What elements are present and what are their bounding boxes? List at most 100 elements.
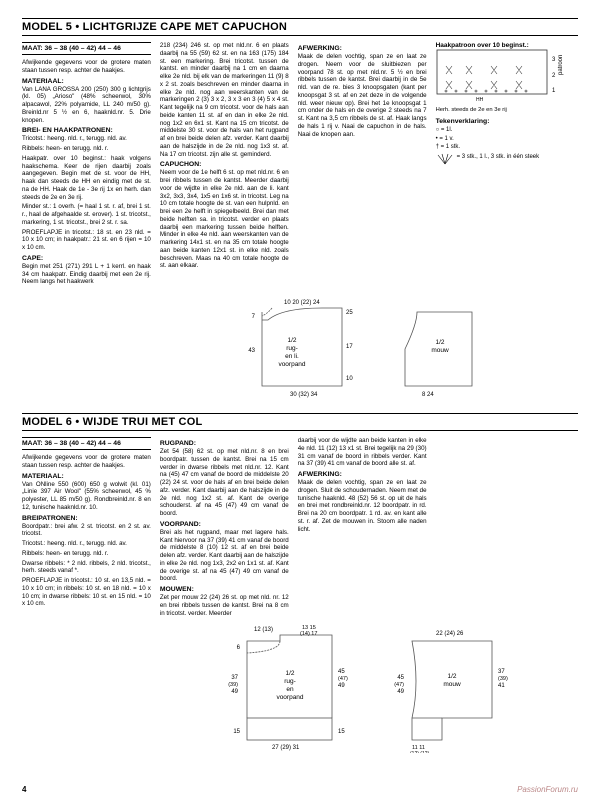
fan-stitch-icon: [436, 153, 454, 165]
afwerking-text: Maak de delen vochtig, span ze en laat z…: [298, 479, 427, 533]
svg-text:3: 3: [552, 57, 556, 63]
svg-text:45: 45: [397, 675, 404, 681]
rule: [22, 18, 578, 19]
model6-columns: MAAT: 36 – 38 (40 – 42) 44 – 46 Afwijken…: [22, 437, 578, 619]
svg-text:49: 49: [231, 689, 238, 695]
schematic-svg: 1/2rug-en li.voorpand 10 20 (22) 24 7 43…: [22, 294, 578, 399]
svg-text:(39): (39): [498, 676, 508, 682]
legend-item: • = 1 v.: [436, 135, 578, 143]
svg-text:41: 41: [498, 683, 505, 689]
heading-brei: BREIPATRONEN:: [22, 515, 151, 522]
svg-text:1/2rug-envoorpand: 1/2rug-envoorpand: [276, 670, 303, 701]
footer-url: PassionForum.ru: [517, 785, 578, 794]
model6-section: MODEL 6 • WIJDE TRUI MET COL MAAT: 36 – …: [22, 413, 578, 753]
legend-item: † = 1 stk.: [436, 143, 578, 151]
svg-text:(47): (47): [338, 676, 348, 682]
svg-text:25: 25: [346, 310, 353, 316]
model6-schematics: 1/2rug-envoorpand 12 (13) 13 15 (14) 17 …: [22, 623, 578, 753]
model6-col3: daarbij voor de wijdte aan beide kanten …: [298, 437, 427, 619]
svg-text:(47): (47): [394, 682, 404, 688]
model6-spacer: [436, 437, 578, 619]
svg-text:37: 37: [231, 675, 238, 681]
svg-text:(12) (12): (12) (12): [410, 751, 430, 753]
svg-text:17: 17: [346, 344, 353, 350]
svg-text:10 20 (22) 24: 10 20 (22) 24: [284, 300, 320, 306]
voorpand-text: Brei als het rugpand, maar met lagere ha…: [160, 529, 289, 583]
svg-text:15: 15: [338, 729, 345, 735]
svg-text:37: 37: [498, 669, 505, 675]
tricot-text: Tricotst.: heeng. nld. r., terugg. nld. …: [22, 135, 151, 143]
model5-section: MODEL 5 • LICHTGRIJZE CAPE MET CAPUCHON …: [22, 18, 578, 399]
model6-col1: MAAT: 36 – 38 (40 – 42) 44 – 46 Afwijken…: [22, 437, 151, 619]
cape-text: Begin met 251 (271) 291 L + 1 kerrl. en …: [22, 263, 151, 286]
model5-diagram-col: Haakpatroon over 10 beginst.: 3 2 1 HH p…: [436, 42, 578, 288]
svg-text:1/2mouw: 1/2mouw: [443, 673, 461, 688]
svg-text:15: 15: [233, 729, 240, 735]
svg-text:10: 10: [346, 376, 353, 382]
intro-text: Afwijkende gegevens voor de grotere mate…: [22, 59, 151, 75]
size-line: MAAT: 36 – 38 (40 – 42) 44 – 46: [22, 437, 151, 450]
model5-title: MODEL 5 • LICHTGRIJZE CAPE MET CAPUCHON: [22, 21, 578, 36]
capuchon-text: Neem voor de 1e helft 6 st. op met nld.n…: [160, 169, 289, 270]
rule: [22, 413, 578, 414]
model5-col1: MAAT: 36 – 38 (40 – 42) 44 – 46 Afwijken…: [22, 42, 151, 288]
svg-text:1: 1: [552, 88, 556, 94]
legend-title: Tekenverklaring:: [436, 118, 578, 125]
model5-col3: AFWERKING: Maak de delen vochtig, span z…: [298, 42, 427, 288]
heading-afwerking: AFWERKING:: [298, 45, 427, 52]
svg-text:2: 2: [552, 73, 556, 79]
svg-text:HH: HH: [476, 97, 484, 103]
model5-schematics: 1/2rug-en li.voorpand 10 20 (22) 24 7 43…: [22, 294, 578, 399]
afwerking-text: Maak de delen vochtig, span ze en laat z…: [298, 53, 427, 138]
svg-text:patroon: patroon: [558, 55, 564, 75]
heading-materiaal: MATERIAAL:: [22, 78, 151, 85]
svg-text:27 (29) 31: 27 (29) 31: [272, 745, 300, 751]
svg-text:43: 43: [248, 348, 255, 354]
svg-text:45: 45: [338, 669, 345, 675]
material-text: Van LANA GROSSA 200 (250) 300 g lichtgri…: [22, 86, 151, 125]
tricot-text: Tricotst.: heeng. nld. r., terugg. nld. …: [22, 540, 151, 548]
boord-text: Boordpatr.: brei afw. 2 st. tricotst. en…: [22, 523, 151, 539]
ribbels-text: Ribbels: heen- en terugg. nld. r.: [22, 145, 151, 153]
col3-p1: daarbij voor de wijdte aan beide kanten …: [298, 437, 427, 468]
material-text: Van ONline 550 (600) 650 g wolwit (kl. 0…: [22, 481, 151, 512]
heading-mouwen: MOUWEN:: [160, 586, 289, 593]
svg-text:49: 49: [338, 683, 345, 689]
model6-col2: RUGPAND: Zet 54 (58) 62 st. op met nld.n…: [160, 437, 289, 619]
svg-text:8 24: 8 24: [422, 392, 434, 398]
heading-capuchon: CAPUCHON:: [160, 161, 289, 168]
haakpatr-text: Haakpatr. over 10 beginst.: haak volgens…: [22, 155, 151, 202]
legend-box: ○ = 1l. • = 1 v. † = 1 stk. = 3 stk., 1 …: [436, 126, 578, 165]
heading-brei: BREI- EN HAAKPATRONEN:: [22, 127, 151, 134]
svg-text:1/2mouw: 1/2mouw: [431, 339, 449, 354]
model5-col2: 218 (234) 246 st. op met nld.nr. 6 en pl…: [160, 42, 289, 288]
svg-text:6: 6: [237, 645, 241, 651]
schematic-svg: 1/2rug-envoorpand 12 (13) 13 15 (14) 17 …: [22, 623, 578, 753]
svg-text:(39): (39): [228, 682, 238, 688]
heading-afwerking: AFWERKING:: [298, 471, 427, 478]
dwarse-text: Dwarse ribbels: * 2 nld. ribbels, 2 nld.…: [22, 560, 151, 576]
legend-item: = 3 stk., 1 l., 3 stk. in één steek: [436, 153, 578, 165]
minder-text: Minder st.: 1 overh. (= haal 1 st. r. af…: [22, 203, 151, 226]
col2-p1: 218 (234) 246 st. op met nld.nr. 6 en pl…: [160, 42, 289, 158]
body-label: 1/2rug-en li.voorpand: [278, 337, 305, 368]
size-line: MAAT: 36 – 38 (40 – 42) 44 – 46: [22, 42, 151, 55]
proef-text: PROEFLAPJE in tricotst.: 18 st. en 23 nl…: [22, 229, 151, 252]
haak-caption: Herh. steeds de 2e en 3e rij: [436, 107, 578, 114]
svg-text:(14) 17: (14) 17: [300, 631, 317, 637]
heading-rugpand: RUGPAND:: [160, 440, 289, 447]
svg-text:30 (32) 34: 30 (32) 34: [290, 392, 318, 398]
mouwen-text: Zet per mouw 22 (24) 26 st. op met nld. …: [160, 594, 289, 617]
proef-text: PROEFLAPJE in tricotst.: 10 st. en 13,5 …: [22, 577, 151, 608]
heading-cape: CAPE:: [22, 255, 151, 262]
page-number: 4: [22, 785, 26, 794]
svg-text:49: 49: [397, 689, 404, 695]
rugpand-text: Zet 54 (58) 62 st. op met nld.nr. 8 en b…: [160, 448, 289, 518]
legend-item: ○ = 1l.: [436, 126, 578, 134]
heading-materiaal: MATERIAAL:: [22, 473, 151, 480]
model6-title: MODEL 6 • WIJDE TRUI MET COL: [22, 416, 578, 431]
svg-text:7: 7: [252, 314, 256, 320]
crochet-chart-icon: 3 2 1 HH patroon: [436, 49, 566, 107]
ribbels-text: Ribbels: heen- en terugg. nld. r.: [22, 550, 151, 558]
haakpatroon-title: Haakpatroon over 10 beginst.:: [436, 42, 578, 49]
